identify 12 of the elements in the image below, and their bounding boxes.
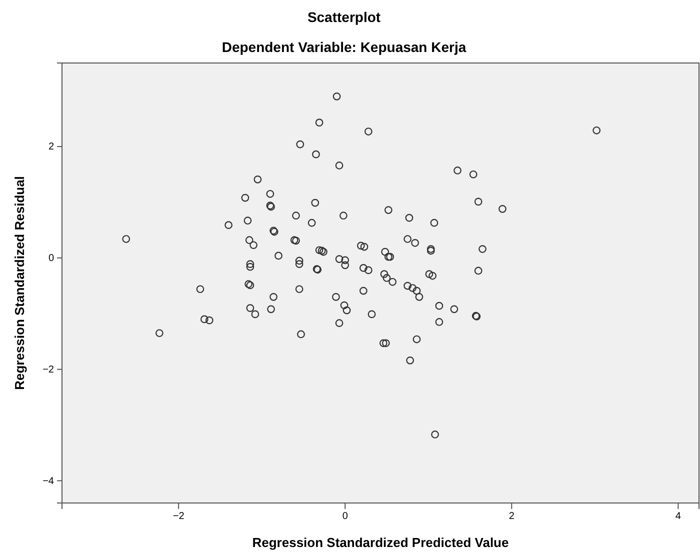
chart-title: Scatterplot xyxy=(307,9,381,25)
x-tick-label: 2 xyxy=(508,511,515,522)
x-tick-label: 0 xyxy=(342,511,348,522)
y-tick-label: 0 xyxy=(48,253,54,264)
y-axis-title: Regression Standardized Residual xyxy=(12,176,27,390)
x-axis-title: Regression Standardized Predicted Value xyxy=(252,535,509,550)
y-tick-label: −4 xyxy=(42,476,54,487)
y-tick-label: 2 xyxy=(48,142,54,153)
x-tick-label: −2 xyxy=(172,511,185,522)
chart-subtitle: Dependent Variable: Kepuasan Kerja xyxy=(222,39,466,55)
x-tick-label: 4 xyxy=(675,511,682,522)
y-tick-label: −2 xyxy=(42,364,54,376)
